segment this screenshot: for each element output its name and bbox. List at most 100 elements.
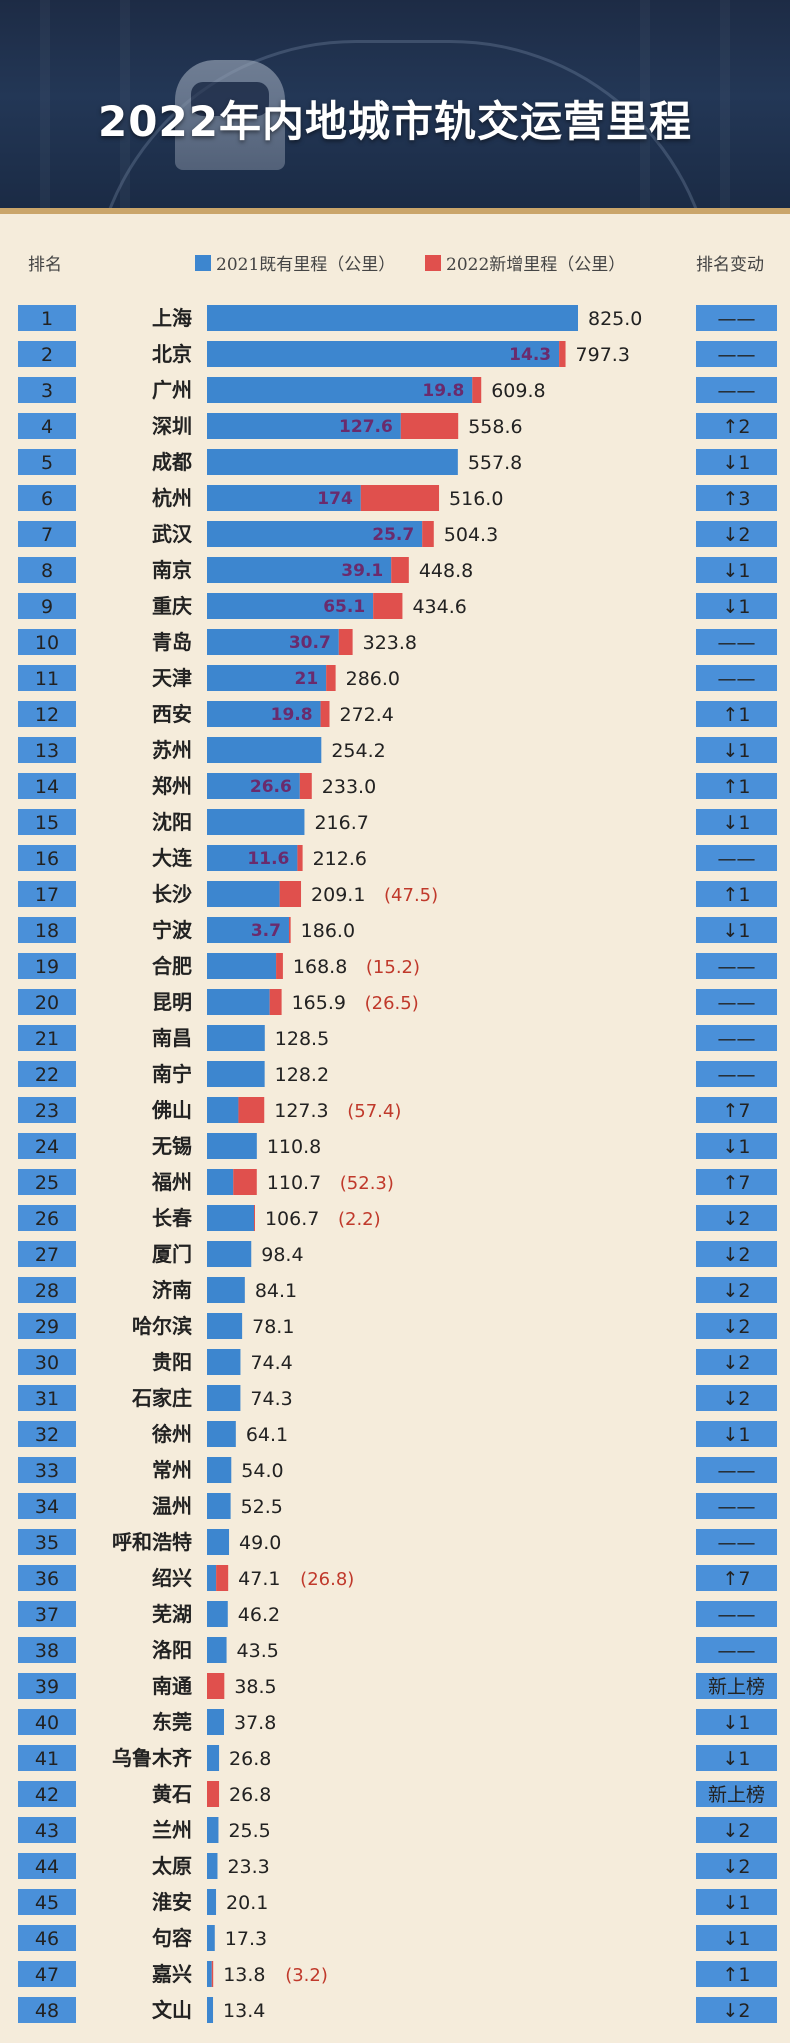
new-value-label-25: (52.3): [340, 1173, 394, 1194]
rank-box-19: [18, 953, 76, 979]
rank-label-4: 4: [41, 416, 53, 438]
rank-change-label-42: 新上榜: [708, 1784, 765, 1806]
rank-box-20: [18, 989, 76, 1015]
new-value-label-12: 19.8: [271, 705, 313, 725]
rank-label-9: 9: [41, 596, 53, 618]
city-label-35: 呼和浩特: [112, 1530, 192, 1554]
rank-change-box-11: [696, 665, 777, 691]
value-label-13: 254.2: [331, 740, 385, 762]
bar-existing-9: [207, 593, 374, 619]
rank-change-label-22: ——: [718, 1064, 756, 1086]
title-banner: 2022年内地城市轨交运营里程: [0, 0, 790, 214]
rank-change-label-11: ——: [718, 668, 756, 690]
rank-change-box-8: [696, 557, 777, 583]
city-label-37: 芜湖: [152, 1602, 192, 1626]
rank-change-label-33: ——: [718, 1460, 756, 1482]
new-value-label-10: 30.7: [289, 633, 331, 653]
rank-change-box-43: [696, 1817, 777, 1843]
rank-box-41: [18, 1745, 76, 1771]
rank-box-27: [18, 1241, 76, 1267]
rank-change-box-37: [696, 1601, 777, 1627]
bar-new-7: [422, 521, 434, 547]
rank-label-21: 21: [35, 1028, 59, 1050]
bar-existing-46: [207, 1925, 215, 1951]
bar-existing-36: [207, 1565, 217, 1591]
value-label-17: 209.1: [311, 884, 365, 906]
rank-box-4: [18, 413, 76, 439]
value-label-46: 17.3: [225, 1928, 267, 1950]
value-label-21: 128.5: [275, 1028, 329, 1050]
bar-existing-38: [207, 1637, 227, 1663]
value-label-23: 127.3: [274, 1100, 328, 1122]
value-label-39: 38.5: [234, 1676, 276, 1698]
banner-divider: [0, 208, 790, 214]
rank-change-box-6: [696, 485, 777, 511]
rank-change-box-25: [696, 1169, 777, 1195]
value-label-3: 609.8: [491, 380, 545, 402]
rank-change-label-35: ——: [718, 1532, 756, 1554]
city-label-38: 洛阳: [152, 1638, 192, 1662]
bar-new-16: [297, 845, 303, 871]
new-value-label-36: (26.8): [300, 1569, 354, 1590]
rank-box-3: [18, 377, 76, 403]
city-label-22: 南宁: [152, 1062, 192, 1086]
bar-existing-19: [207, 953, 277, 979]
rank-box-35: [18, 1529, 76, 1555]
city-label-30: 贵阳: [152, 1350, 192, 1374]
new-value-label-6: 174: [317, 489, 353, 509]
value-label-7: 504.3: [444, 524, 498, 546]
bar-new-42: [207, 1781, 220, 1807]
rank-change-label-14: ↑1: [722, 776, 750, 798]
value-label-10: 323.8: [363, 632, 417, 654]
rank-change-label-16: ——: [718, 848, 756, 870]
value-label-42: 26.8: [229, 1784, 271, 1806]
rank-change-box-48: [696, 1997, 777, 2023]
rank-box-14: [18, 773, 76, 799]
value-label-11: 286.0: [346, 668, 400, 690]
rank-label-26: 26: [35, 1208, 59, 1230]
rank-change-label-48: ↓2: [722, 2000, 750, 2022]
rank-label-19: 19: [35, 956, 59, 978]
rank-change-label-13: ↓1: [722, 740, 750, 762]
new-value-label-26: (2.2): [338, 1209, 381, 1230]
city-label-46: 句容: [152, 1926, 192, 1950]
rank-box-6: [18, 485, 76, 511]
rank-label-31: 31: [35, 1388, 59, 1410]
city-label-17: 长沙: [152, 882, 192, 906]
bar-existing-31: [207, 1385, 241, 1411]
rank-label-5: 5: [41, 452, 53, 474]
value-label-6: 516.0: [449, 488, 503, 510]
rank-label-2: 2: [41, 344, 53, 366]
rank-change-label-5: ↓1: [722, 452, 750, 474]
bar-existing-20: [207, 989, 270, 1015]
rank-label-10: 10: [35, 632, 59, 654]
bar-existing-2: [207, 341, 560, 367]
rank-change-box-47: [696, 1961, 777, 1987]
rank-box-40: [18, 1709, 76, 1735]
city-label-44: 太原: [152, 1854, 192, 1878]
city-label-24: 无锡: [152, 1134, 192, 1158]
rank-change-label-32: ↓1: [722, 1424, 750, 1446]
value-label-41: 26.8: [229, 1748, 271, 1770]
new-value-label-20: (26.5): [365, 993, 419, 1014]
rank-change-label-9: ↓1: [722, 596, 750, 618]
rank-box-5: [18, 449, 76, 475]
rank-change-box-10: [696, 629, 777, 655]
rank-label-29: 29: [35, 1316, 59, 1338]
rank-change-label-3: ——: [718, 380, 756, 402]
rank-box-22: [18, 1061, 76, 1087]
city-label-48: 文山: [152, 1998, 192, 2022]
city-label-3: 广州: [152, 378, 192, 402]
city-label-20: 昆明: [152, 990, 192, 1014]
rank-change-label-28: ↓2: [722, 1280, 750, 1302]
rank-label-14: 14: [35, 776, 59, 798]
bar-new-25: [233, 1169, 257, 1195]
bar-existing-48: [207, 1997, 214, 2023]
bar-existing-6: [207, 485, 361, 511]
bar-new-2: [559, 341, 566, 367]
bar-existing-32: [207, 1421, 236, 1447]
new-value-label-2: 14.3: [509, 345, 551, 365]
city-label-31: 石家庄: [131, 1386, 192, 1410]
rank-change-label-38: ——: [718, 1640, 756, 1662]
bar-existing-17: [207, 881, 280, 907]
